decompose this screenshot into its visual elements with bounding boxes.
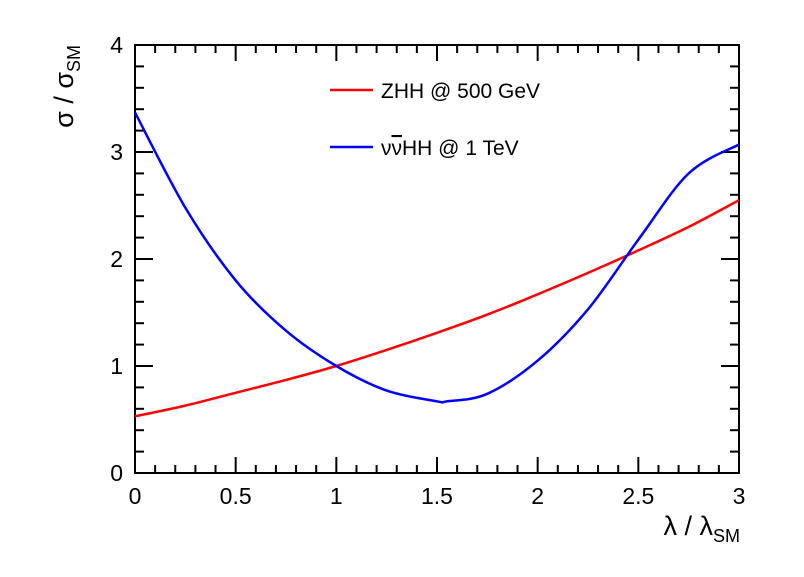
series-line-zhh	[134, 199, 740, 418]
y-tick-label: 1	[110, 353, 123, 379]
legend-nubar: ν	[392, 137, 403, 160]
y-tick-label: 2	[110, 246, 123, 272]
x-axis-title-sub: SM	[713, 526, 740, 546]
curves	[133, 111, 740, 418]
x-tick-label: 2.5	[622, 483, 654, 509]
x-tick-label: 0.5	[220, 483, 252, 509]
x-axis-title: λ / λSM	[663, 511, 740, 546]
x-tick-label: 2	[531, 483, 544, 509]
legend-label-zhh: ZHH @ 500 GeV	[381, 80, 540, 103]
axis-ticks	[134, 44, 740, 474]
plot-frame	[134, 44, 740, 474]
y-tick-label: 0	[110, 460, 123, 486]
x-axis-title-main: λ / λ	[663, 511, 713, 541]
legend-hh-text: HH @ 1 TeV	[402, 137, 519, 160]
legend-nu: ν	[381, 137, 392, 160]
y-axis-title-sub: SM	[64, 45, 84, 72]
series-line-vvhh	[133, 111, 740, 404]
y-axis-title-main: σ / σ	[49, 72, 79, 128]
y-tick-labels: 0 1 2 3 4	[110, 32, 123, 486]
legend: ZHH @ 500 GeV ννHH @ 1 TeV	[330, 80, 540, 160]
y-tick-label: 4	[110, 32, 123, 58]
y-tick-label: 3	[110, 139, 123, 165]
x-tick-labels: 0 0.5 1 1.5 2 2.5 3	[129, 483, 746, 509]
x-tick-label: 1	[330, 483, 343, 509]
x-tick-label: 3	[733, 483, 746, 509]
x-tick-label: 0	[129, 483, 142, 509]
y-axis-title: σ / σSM	[49, 45, 84, 128]
legend-label-vvhh: ννHH @ 1 TeV	[381, 137, 519, 160]
x-tick-label: 1.5	[421, 483, 453, 509]
